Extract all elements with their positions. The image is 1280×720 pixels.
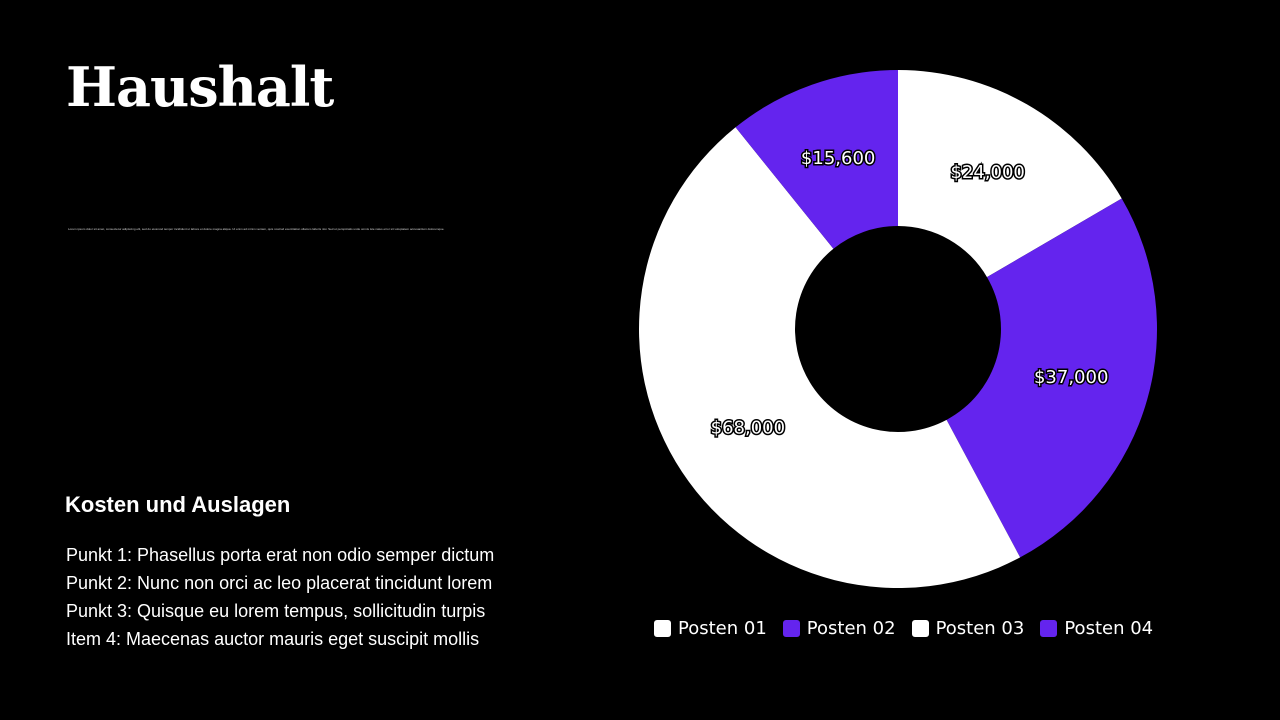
legend-swatch xyxy=(1040,620,1058,637)
chart-legend: Posten 01 Posten 02 Posten 03 Posten 04 xyxy=(654,618,1153,639)
slice-data-label: $37,000 xyxy=(1034,367,1108,388)
slide-title: Haushalt xyxy=(66,55,334,119)
legend-label: Posten 03 xyxy=(935,618,1025,639)
donut-chart: $24,000 $37,000 $68,000 $15,600 xyxy=(639,70,1157,588)
slice-data-label: $24,000 xyxy=(950,162,1024,183)
legend-label: Posten 01 xyxy=(678,618,767,639)
legend-label: Posten 04 xyxy=(1064,618,1154,639)
slice-data-label: $15,600 xyxy=(801,148,875,169)
bullet-item: Punkt 3: Quisque eu lorem tempus, sollic… xyxy=(66,601,486,621)
bullet-item: Punkt 1: Phasellus porta erat non odio s… xyxy=(66,545,495,565)
legend-swatch xyxy=(654,620,671,637)
pie-slice xyxy=(735,70,898,249)
pie-slice xyxy=(639,127,1021,588)
legend-label: Posten 02 xyxy=(806,618,896,639)
pie-slice xyxy=(898,70,1122,278)
legend-swatch xyxy=(782,620,800,637)
legend-swatch xyxy=(911,620,929,637)
bullet-item: Item 4: Maecenas auctor mauris eget susc… xyxy=(66,629,480,649)
legend-item: Posten 03 xyxy=(911,618,1025,639)
legend-item: Posten 01 xyxy=(654,618,767,639)
section-subheading: Kosten und Auslagen xyxy=(65,492,291,517)
legend-item: Posten 02 xyxy=(782,618,896,639)
placeholder-text: Lorem ipsum dolor sit amet, consectetur … xyxy=(68,227,445,231)
slice-data-label: $68,000 xyxy=(711,417,785,438)
pie-slice xyxy=(946,198,1157,558)
bullet-item: Punkt 2: Nunc non orci ac leo placerat t… xyxy=(66,573,493,593)
bullet-list: Punkt 1: Phasellus porta erat non odio s… xyxy=(66,541,494,653)
legend-item: Posten 04 xyxy=(1040,618,1153,639)
